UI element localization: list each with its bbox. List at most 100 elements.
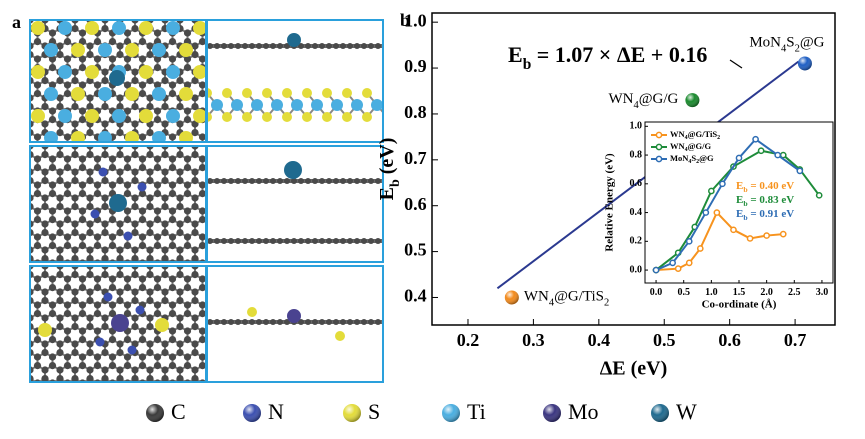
x-axis-label: Co-ordinate (Å) [702,299,777,311]
atom [71,314,79,322]
atom [229,294,236,301]
bond [15,301,23,305]
atom [146,340,154,348]
bond [23,418,31,422]
bond [233,340,241,344]
series-point [730,226,737,234]
atom [176,375,184,382]
atom [191,366,199,374]
atom [101,103,109,111]
atom [86,229,94,237]
atom [229,55,236,62]
atom [49,414,56,421]
atom [221,271,228,278]
atom [229,190,236,197]
atom [298,178,304,184]
bond [15,194,23,198]
atom [19,90,26,97]
atom [146,51,154,59]
bond [45,405,53,409]
atom [48,64,57,72]
atom [176,220,184,228]
atom [229,29,236,36]
atom [56,323,64,331]
atom [326,238,332,244]
atom [242,178,248,184]
atom [184,12,191,19]
atom [161,120,169,128]
atom [63,90,72,98]
bond [210,327,218,331]
atom [124,249,131,256]
atom [229,284,236,291]
atom [56,51,64,59]
atom [93,327,102,335]
atom [78,233,87,241]
series-point [746,235,754,242]
atom [191,177,199,185]
atom [176,103,184,111]
x-tick-label: 3.0 [816,287,829,298]
atom [333,178,339,184]
bond [225,327,233,331]
bond [8,301,16,305]
bond [143,392,151,396]
atom [131,77,139,85]
atom [19,284,26,291]
atom [78,107,87,115]
atom [63,181,72,189]
atom [235,238,241,244]
atom [64,268,71,275]
atom [191,129,199,137]
bond [8,207,16,211]
atom [48,284,57,292]
bond [15,272,23,276]
atom [176,246,184,254]
atom [49,3,56,10]
series-point [815,191,823,199]
atom [183,353,192,361]
atom [101,120,109,128]
atom [214,294,221,301]
atom [78,55,87,63]
atom [58,109,72,123]
atom [127,345,137,355]
bond [15,327,23,331]
bond [30,378,31,380]
atom [63,336,72,344]
atom [116,401,123,408]
legend-atom-label: N [268,399,284,424]
atom [183,190,192,198]
atom [131,246,139,254]
atom [109,12,116,19]
atom [183,233,192,241]
atom [33,190,42,198]
atom [86,203,94,211]
bond [188,392,196,396]
atom [131,194,139,202]
atom [19,133,26,140]
bond [233,288,241,292]
atom [168,362,177,370]
atom [63,155,72,163]
bond [225,168,233,172]
lattice [8,146,236,301]
atom [101,375,109,382]
atom [33,216,42,224]
atom [207,238,213,244]
atom [242,43,248,49]
atom [56,340,64,348]
atom [101,366,109,374]
bond [218,340,226,344]
atom [222,112,232,122]
atom [85,65,99,79]
atom [112,109,126,123]
bond [218,301,226,305]
atom [58,65,72,79]
atom [146,314,154,322]
atom [56,392,63,399]
atom [176,323,184,331]
atom [198,181,206,189]
atom [333,238,339,244]
atom [108,275,117,283]
